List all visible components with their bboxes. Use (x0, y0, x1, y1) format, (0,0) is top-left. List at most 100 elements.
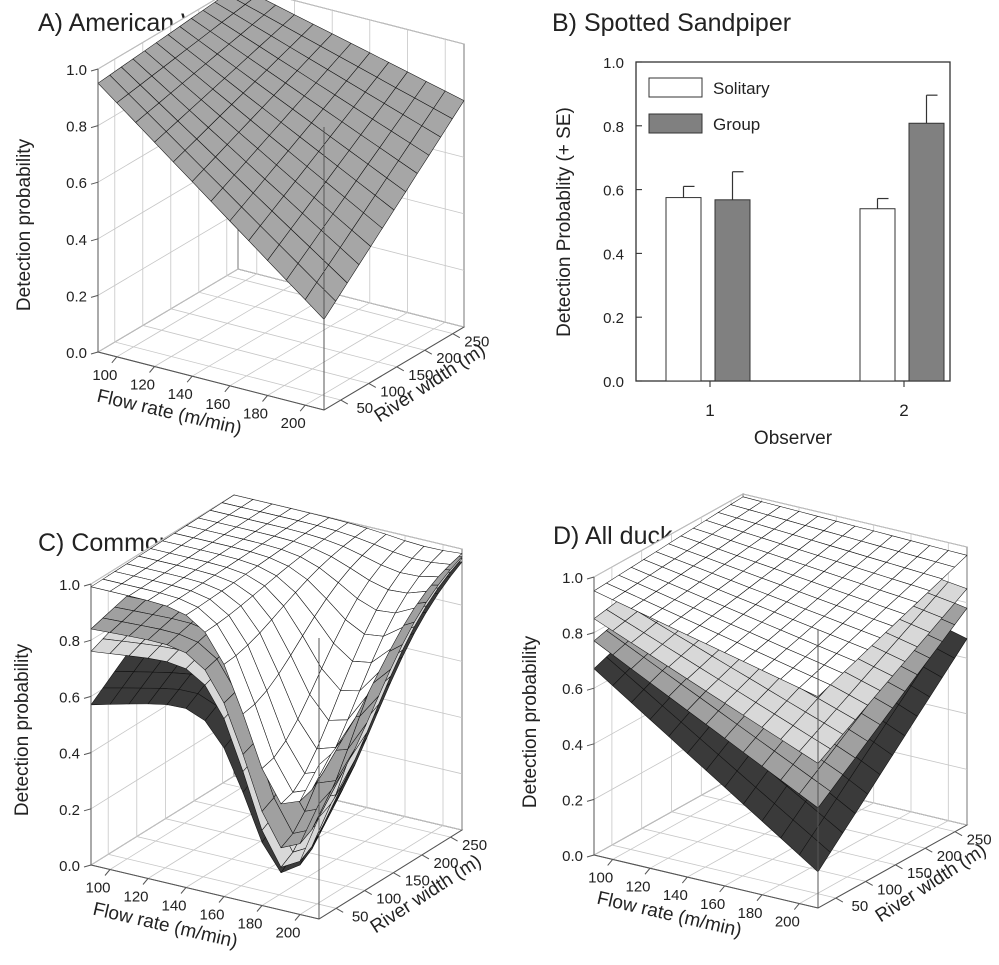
x-tick-label: 180 (243, 406, 268, 423)
y-tick-label: 100 (877, 881, 902, 898)
surface-facet (799, 676, 831, 697)
x-tick-label: 200 (275, 925, 300, 942)
x-gridline (299, 544, 444, 915)
panel-b-x-ticks: 1 2 (705, 381, 909, 420)
y-tick-mark (393, 872, 401, 878)
z-tick-label: 0.2 (562, 792, 583, 809)
y-tick-mark (450, 836, 458, 842)
y-tick-mark (452, 333, 461, 339)
z-tick-label: 0.2 (59, 802, 80, 819)
panel-d-front-edges (586, 576, 968, 910)
z-tick-mark (83, 695, 92, 699)
y-tick-mark (368, 383, 377, 388)
x-tick-mark (104, 869, 111, 876)
x-tick-label: 200 (281, 415, 306, 432)
y-tick-label: 100 (380, 383, 405, 400)
bar-group-1 (714, 199, 751, 382)
x-tick-mark (111, 356, 118, 364)
x-tick-label: 140 (168, 386, 193, 403)
box-front-edge (593, 577, 968, 909)
surface-layer-4 (593, 496, 968, 697)
z-tick-label: 0.0 (59, 858, 80, 875)
y-tick-label: 250 (464, 334, 489, 351)
z-tick-label: 0.2 (66, 288, 87, 305)
x-tick-mark (719, 885, 726, 893)
z-tick-label: 1.0 (562, 570, 583, 587)
panel-c-y-ticks: 50 100 150 200 250 (352, 837, 487, 925)
surface-facet (304, 282, 336, 320)
y-tick-label: 0.8 (603, 119, 624, 136)
y-tick-label: 200 (436, 350, 461, 367)
y-tick-mark (421, 854, 430, 860)
x-tick-mark (793, 903, 800, 910)
box-front-edge (97, 69, 465, 411)
y-tick-label: 250 (462, 837, 487, 854)
x-tick-mark (262, 395, 268, 402)
z-tick-label: 0.8 (562, 626, 583, 643)
panel-a-front-edges (90, 68, 465, 412)
panel-b-bars (665, 94, 945, 382)
panel-c-common-merganser: C) Common Merganser 0.0 0.2 0.4 0.6 0.8 … (12, 494, 487, 952)
panel-b-x-axis-label: Observer (754, 428, 833, 449)
z-tick-mark (83, 864, 92, 868)
z-tick-label: 0.0 (66, 345, 87, 362)
z-tick-mark (586, 854, 595, 858)
surface-facet (799, 737, 831, 764)
z-gridline (97, 268, 465, 353)
x-tick-mark (607, 859, 614, 866)
panel-c-z-ticks: 0.0 0.2 0.4 0.6 0.8 1.0 (59, 577, 80, 875)
x-tick-label: 100 (85, 880, 110, 897)
y-tick-label: 150 (907, 865, 932, 882)
panel-d-surfaces (593, 496, 968, 873)
x-tick-mark (756, 894, 763, 902)
y-gridline (114, 59, 341, 401)
z-tick-mark (90, 125, 99, 129)
z-tick-mark (90, 238, 99, 242)
panel-d-all-ducks: D) All ducks 0.0 0.2 0.4 0.6 0.8 1.0 100… (520, 493, 992, 941)
y-tick-label: 100 (376, 891, 401, 908)
panel-a-z-ticks: 0.0 0.2 0.4 0.6 0.8 1.0 (66, 62, 87, 362)
z-gridline (90, 775, 463, 866)
y-tick-mark (865, 881, 873, 886)
x-tick-label: 180 (737, 905, 762, 922)
surface-facet (299, 803, 332, 862)
y-tick-mark (340, 399, 349, 405)
y-tick-label: 0.2 (603, 310, 624, 327)
x-tick-label: 100 (588, 869, 613, 886)
x-tick-mark (142, 878, 149, 885)
panel-b-title: B) Spotted Sandpiper (552, 9, 791, 37)
y-tick-label: 200 (433, 855, 458, 872)
panel-d-z-ticks: 0.0 0.2 0.4 0.6 0.8 1.0 (562, 570, 583, 865)
panel-c-x-ticks: 100 120 140 160 180 200 (85, 880, 300, 942)
y-tick-label: 0.0 (603, 374, 624, 391)
legend-label-solitary: Solitary (713, 79, 770, 98)
z-tick-label: 0.8 (66, 119, 87, 136)
x-tick-mark (294, 914, 301, 921)
panel-d-y-ticks: 50 100 150 200 250 (852, 832, 992, 915)
bar-solitary-1 (665, 197, 702, 382)
x-tick-mark (149, 366, 155, 373)
z-tick-mark (586, 632, 595, 636)
y-tick-mark (835, 897, 844, 903)
y-tick-mark (895, 864, 903, 870)
x-tick-mark (299, 404, 306, 412)
x-tick-mark (186, 375, 193, 383)
z-tick-mark (90, 351, 99, 355)
panel-d-x-ticks: 100 120 140 160 180 200 (588, 869, 800, 930)
z-tick-label: 0.4 (562, 737, 583, 754)
y-tick-mark (424, 349, 433, 355)
y-tick-mark (364, 890, 373, 895)
panel-c-front-edges (83, 583, 463, 921)
z-gridline (97, 0, 465, 70)
z-tick-mark (90, 68, 99, 72)
x-tick-label: 160 (700, 896, 725, 913)
x-tick-label: 1 (705, 401, 714, 420)
x-tick-label: 120 (130, 377, 155, 394)
x-tick-mark (218, 896, 225, 903)
panel-a-z-axis-label: Detection probability (14, 138, 35, 311)
x-tick-label: 120 (625, 878, 650, 895)
x-tick-label: 160 (199, 907, 224, 924)
surface-facet (799, 835, 831, 873)
z-tick-label: 0.4 (66, 232, 87, 249)
